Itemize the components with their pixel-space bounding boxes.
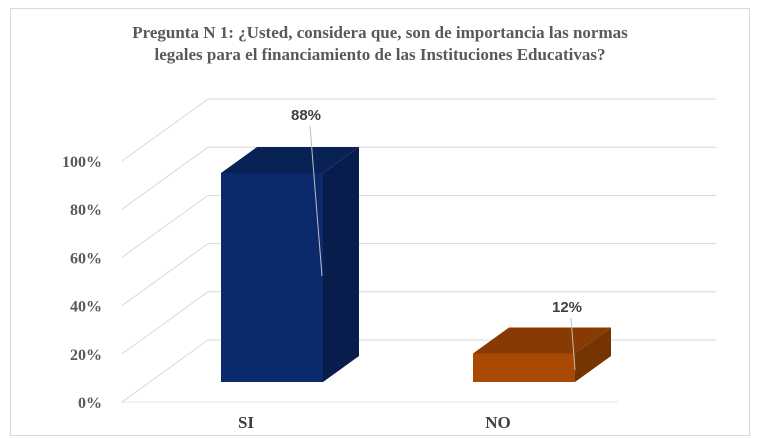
gridline-side xyxy=(121,98,209,162)
gridline-side xyxy=(121,339,209,403)
bar-no xyxy=(473,327,611,382)
y-tick-label: 0% xyxy=(78,395,102,412)
bar-front xyxy=(473,353,575,382)
leader-line xyxy=(309,125,323,277)
bar-top xyxy=(221,147,359,173)
bar-side xyxy=(575,327,611,382)
y-tick-label: 100% xyxy=(62,154,102,171)
gridline-side xyxy=(121,291,209,355)
gridline-side xyxy=(121,194,209,258)
data-label: 88% xyxy=(291,107,321,124)
bar-si xyxy=(221,147,359,382)
chart-title: Pregunta N 1: ¿Usted, considera que, son… xyxy=(0,22,760,66)
x-category-label: NO xyxy=(485,413,511,432)
bar-top xyxy=(473,327,611,354)
y-tick-label: 60% xyxy=(70,250,102,267)
y-tick-label: 40% xyxy=(70,299,102,316)
y-tick-label: 80% xyxy=(70,202,102,219)
bar-front xyxy=(221,173,323,382)
y-tick-label: 20% xyxy=(70,347,102,364)
bar-side xyxy=(323,147,359,382)
chart-title-line-2: legales para el financiamiento de las In… xyxy=(154,45,606,64)
leader-line xyxy=(570,317,576,371)
chart-frame xyxy=(10,8,750,436)
x-category-label: SI xyxy=(238,413,254,432)
gridline-side xyxy=(121,243,209,307)
gridline-side xyxy=(121,146,209,210)
data-label: 12% xyxy=(552,299,582,316)
chart-title-line-1: Pregunta N 1: ¿Usted, considera que, son… xyxy=(132,23,628,42)
